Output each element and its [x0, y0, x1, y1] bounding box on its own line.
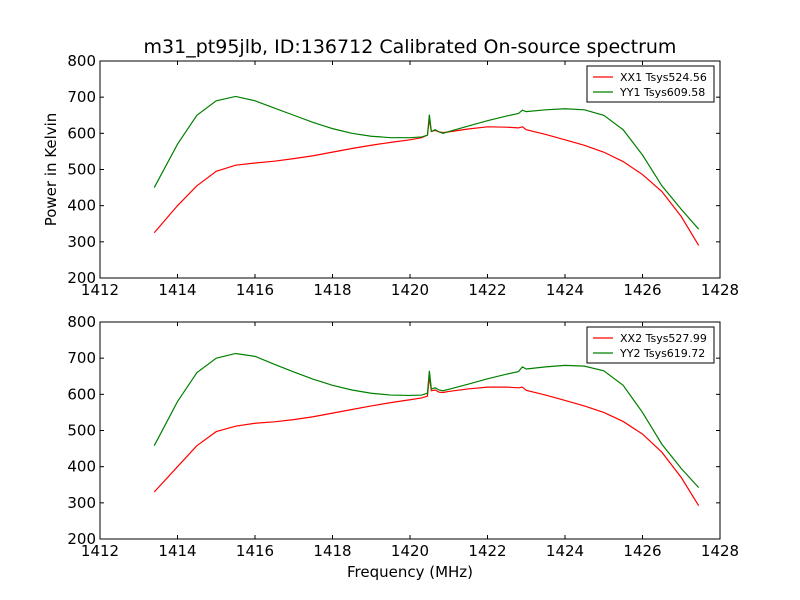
x-tick-label: 1424 — [546, 542, 584, 560]
x-tick-label: 1424 — [546, 281, 584, 299]
x-tick-label: 1416 — [236, 281, 274, 299]
y-tick-label: 200 — [67, 269, 96, 287]
figure-title: m31_pt95jlb, ID:136712 Calibrated On-sou… — [144, 36, 677, 58]
y-tick-label: 500 — [67, 161, 96, 179]
y-tick-label: 400 — [67, 458, 96, 476]
y-tick-label: 800 — [67, 313, 96, 331]
bottom-panel: 1412 1414 1416 1418 1420 1422 1424 1426 1428 200 3… — [67, 313, 739, 581]
x-axis-label: Frequency (MHz) — [347, 563, 473, 581]
x-tick-label: 1420 — [391, 542, 429, 560]
y-tick-label: 600 — [67, 124, 96, 142]
x-tick-label: 1422 — [468, 281, 506, 299]
x-tick-label: 1428 — [701, 281, 739, 299]
legend-box — [586, 65, 715, 103]
y-tick-label: 300 — [67, 233, 96, 251]
y-tick-label: 700 — [67, 349, 96, 367]
y-tick-label: 400 — [67, 197, 96, 215]
y-tick-label: 700 — [67, 88, 96, 106]
x-tick-label: 1420 — [391, 281, 429, 299]
y-axis-label: Power in Kelvin — [42, 113, 60, 227]
legend: XX2 Tsys527.99 YY2 Tsys619.72 — [586, 326, 715, 364]
y-tick-label: 800 — [67, 52, 96, 70]
x-tick-label: 1418 — [313, 542, 351, 560]
x-tick-label: 1422 — [468, 542, 506, 560]
legend-box — [586, 326, 715, 364]
legend-entry: YY2 Tsys619.72 — [619, 347, 705, 360]
y-tick-label: 300 — [67, 494, 96, 512]
x-tick-label: 1426 — [623, 281, 661, 299]
series-line-yy-panel-1 — [153, 95, 700, 230]
legend: XX1 Tsys524.56 YY1 Tsys609.58 — [586, 65, 715, 103]
legend-entry: XX2 Tsys527.99 — [620, 332, 707, 345]
x-tick-label: 1416 — [236, 542, 274, 560]
series-line-xx-panel-1 — [153, 118, 700, 246]
series-line-yy-panel-2 — [153, 352, 700, 489]
y-tick-label: 500 — [67, 422, 96, 440]
x-tick-label: 1414 — [158, 281, 196, 299]
y-tick-label: 600 — [67, 385, 96, 403]
series-line-xx-panel-2 — [153, 376, 700, 507]
x-tick-label: 1428 — [701, 542, 739, 560]
x-tick-label: 1412 — [81, 281, 119, 299]
x-tick-label: 1412 — [81, 542, 119, 560]
x-tick-label: 1418 — [313, 281, 351, 299]
y-tick-label: 200 — [67, 530, 96, 548]
x-tick-label: 1414 — [158, 542, 196, 560]
top-panel: 1412 1414 1416 1418 1420 1422 1424 1426 1428 200 3… — [42, 52, 739, 299]
x-tick-label: 1426 — [623, 542, 661, 560]
legend-entry: XX1 Tsys524.56 — [620, 71, 707, 84]
legend-entry: YY1 Tsys609.58 — [619, 86, 705, 99]
